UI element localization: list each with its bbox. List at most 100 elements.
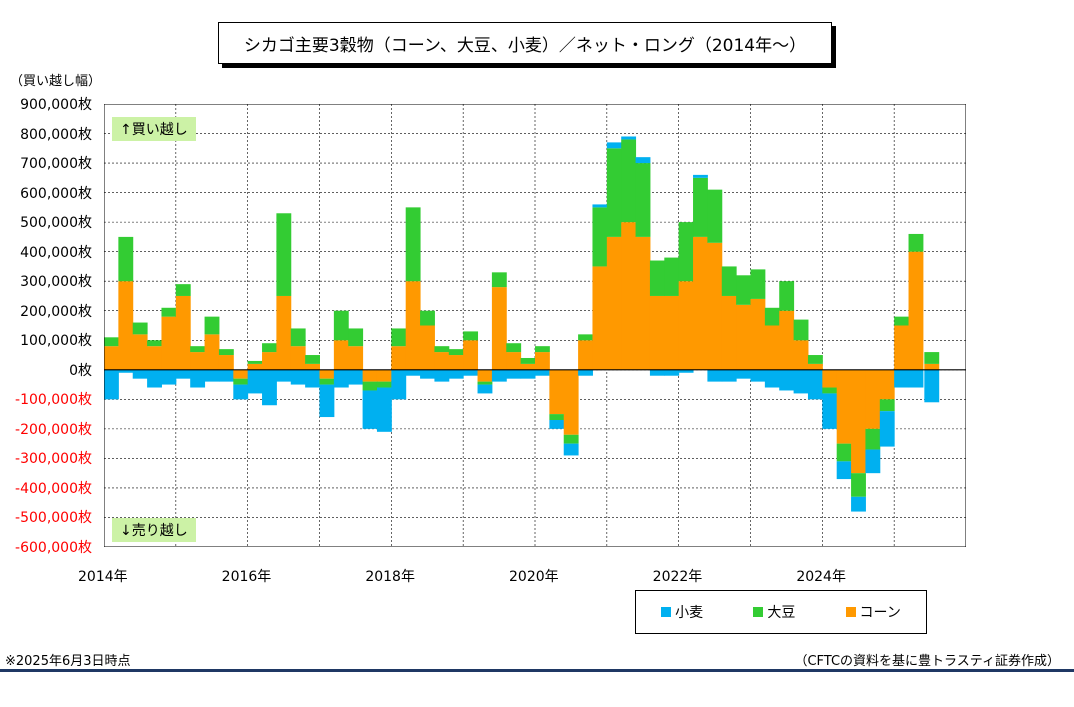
x-tick-label: 2018年 — [365, 569, 415, 585]
bar-wheat — [434, 369, 450, 382]
bar-soy — [348, 328, 364, 347]
bar-corn — [736, 304, 751, 370]
bar-corn — [506, 352, 522, 370]
bar-soy — [305, 355, 320, 364]
bar-wheat — [822, 393, 838, 429]
bar-corn — [147, 346, 162, 370]
x-tick-label: 2020年 — [509, 569, 559, 585]
bar-wheat — [621, 136, 637, 140]
bar-soy — [851, 473, 866, 497]
bar-corn — [391, 346, 407, 370]
bar-corn — [779, 310, 795, 370]
y-tick-label: 400,000枚 — [20, 244, 92, 261]
bar-wheat — [233, 384, 249, 400]
bar-corn — [520, 363, 536, 370]
bar-wheat — [218, 369, 234, 382]
bar-corn — [693, 236, 708, 370]
bar-wheat — [305, 369, 320, 388]
bar-wheat — [362, 390, 378, 429]
footer-note: ※2025年6月3日時点 — [5, 654, 131, 669]
bar-wheat — [477, 384, 493, 394]
bar-corn — [276, 295, 292, 370]
bar-wheat — [894, 369, 910, 388]
bar-soy — [276, 213, 292, 296]
bar-wheat — [563, 443, 579, 456]
bar-corn — [807, 363, 823, 370]
bar-soy — [693, 177, 708, 237]
bar-wheat — [736, 369, 751, 379]
bar-wheat — [132, 369, 148, 379]
bar-corn — [851, 369, 866, 474]
bar-wheat — [448, 369, 464, 379]
bar-soy — [420, 310, 435, 326]
bar-corn — [606, 236, 622, 370]
bar-soy — [535, 346, 550, 353]
bar-soy — [319, 378, 335, 385]
bar-wheat — [707, 369, 723, 382]
legend-swatch-corn — [845, 607, 856, 617]
bar-corn — [678, 281, 694, 370]
y-tick-label: 700,000枚 — [20, 156, 92, 173]
bar-wheat — [104, 369, 119, 400]
bar-corn — [822, 369, 838, 388]
bar-wheat — [147, 369, 162, 388]
bar-soy — [750, 269, 766, 299]
bar-soy — [477, 381, 493, 385]
y-tick-label: 800,000枚 — [20, 126, 92, 143]
bar-corn — [448, 355, 464, 370]
bar-wheat — [290, 369, 306, 385]
bar-soy — [333, 310, 349, 341]
bar-corn — [233, 369, 249, 379]
legend-label-corn: コーン — [859, 605, 901, 621]
bar-corn — [894, 325, 910, 370]
bar-wheat — [678, 369, 694, 373]
bar-soy — [894, 316, 910, 326]
bar-corn — [707, 242, 723, 370]
bar-wheat — [262, 369, 277, 406]
bar-soy — [836, 443, 852, 462]
bar-wheat — [693, 174, 708, 178]
bar-corn — [879, 369, 895, 400]
bar-soy — [161, 307, 177, 317]
bar-soy — [807, 355, 823, 364]
bar-soy — [104, 337, 119, 347]
bar-wheat — [606, 142, 622, 149]
bar-soy — [247, 360, 263, 364]
bar-corn — [362, 369, 378, 382]
bar-soy — [491, 272, 507, 288]
bar-wheat — [578, 369, 593, 376]
bar-soy — [362, 381, 378, 391]
bar-corn — [333, 340, 349, 370]
bar-corn — [190, 352, 206, 370]
legend-item-wheat: 小麦 — [661, 602, 703, 622]
bar-soy — [434, 346, 450, 353]
buy-label: ↑買い越し — [112, 117, 196, 141]
bar-soy — [204, 316, 220, 335]
bar-corn — [836, 369, 852, 444]
y-tick-label: 900,000枚 — [20, 97, 92, 113]
y-tick-label: 0枚 — [69, 362, 92, 379]
bar-wheat — [348, 369, 364, 385]
x-tick-label: 2014年 — [78, 569, 128, 585]
bar-corn — [491, 287, 507, 370]
y-tick-label: -400,000枚 — [15, 480, 92, 497]
bar-wheat — [664, 369, 680, 376]
bar-corn — [563, 369, 579, 435]
bar-wheat — [276, 369, 292, 382]
bar-corn — [793, 340, 809, 370]
bar-corn — [175, 295, 191, 370]
bar-wheat — [161, 369, 177, 385]
y-tick-label: -300,000枚 — [15, 451, 92, 468]
bar-wheat — [376, 387, 392, 432]
bar-soy — [218, 349, 234, 356]
sell-label: ↓売り越し — [112, 518, 196, 542]
y-tick-label: 500,000枚 — [20, 215, 92, 232]
bar-soy — [391, 328, 407, 347]
bar-wheat — [924, 369, 940, 403]
bar-corn — [649, 295, 665, 370]
bar-wheat — [908, 369, 924, 388]
plot-area — [104, 104, 966, 547]
bar-wheat — [592, 204, 608, 208]
bar-soy — [879, 399, 895, 412]
bar-corn — [721, 295, 737, 370]
